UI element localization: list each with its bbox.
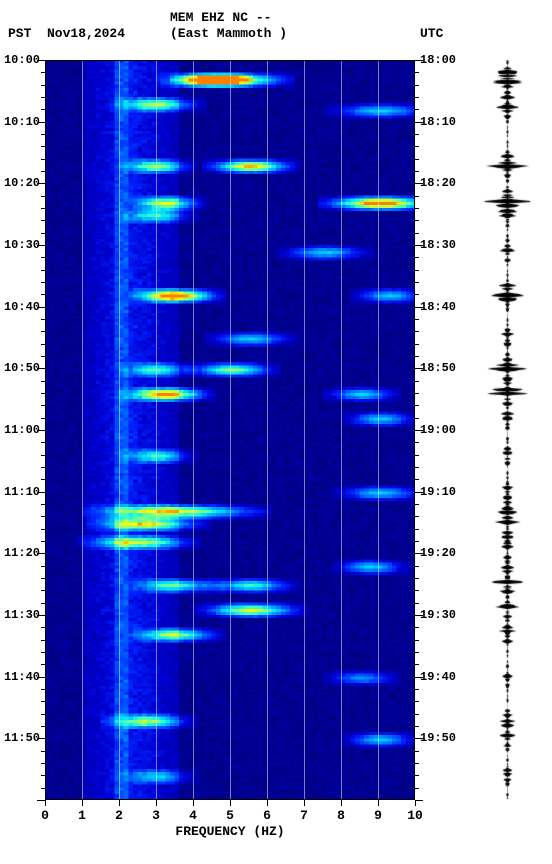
y-right-label: 19:30 [420, 608, 456, 622]
x-tick-label: 1 [78, 808, 86, 823]
y-right-label: 18:00 [420, 53, 456, 67]
y-left-label: 10:30 [4, 238, 40, 252]
y-left-label: 10:20 [4, 176, 40, 190]
x-axis: FREQUENCY (HZ) 012345678910 [45, 800, 415, 850]
x-tick-label: 10 [407, 808, 423, 823]
chart-header: MEM EHZ NC -- (East Mammoth ) PST Nov18,… [0, 0, 552, 40]
x-tick-label: 7 [300, 808, 308, 823]
spectrogram-plot [45, 60, 415, 800]
y-right-label: 18:50 [420, 361, 456, 375]
y-right-label: 19:40 [420, 670, 456, 684]
y-left-label: 11:50 [4, 731, 40, 745]
y-left-label: 11:40 [4, 670, 40, 684]
y-left-label: 11:00 [4, 423, 40, 437]
x-tick-label: 3 [152, 808, 160, 823]
x-tick-label: 4 [189, 808, 197, 823]
y-left-label: 10:40 [4, 300, 40, 314]
y-right-label: 19:00 [420, 423, 456, 437]
y-axis-right: 18:0018:1018:2018:3018:4018:5019:0019:10… [415, 60, 465, 800]
y-right-label: 19:10 [420, 485, 456, 499]
left-tz-date: PST Nov18,2024 [8, 26, 125, 41]
x-tick-label: 0 [41, 808, 49, 823]
x-tick-label: 2 [115, 808, 123, 823]
x-tick-label: 6 [263, 808, 271, 823]
wiggle-canvas [480, 60, 535, 800]
station-title-line1: MEM EHZ NC -- [170, 10, 271, 25]
station-title-line2: (East Mammoth ) [170, 26, 287, 41]
y-right-label: 19:50 [420, 731, 456, 745]
y-right-label: 18:30 [420, 238, 456, 252]
y-left-label: 10:00 [4, 53, 40, 67]
y-left-label: 11:10 [4, 485, 40, 499]
y-left-label: 11:20 [4, 546, 40, 560]
y-right-label: 18:20 [420, 176, 456, 190]
seismogram-wiggle [480, 60, 535, 800]
x-tick-label: 9 [374, 808, 382, 823]
x-tick-label: 8 [337, 808, 345, 823]
x-axis-title: FREQUENCY (HZ) [45, 824, 415, 839]
x-tick-label: 5 [226, 808, 234, 823]
y-right-label: 18:10 [420, 115, 456, 129]
y-left-label: 11:30 [4, 608, 40, 622]
y-axis-left: 10:0010:1010:2010:3010:4010:5011:0011:10… [0, 60, 45, 800]
y-left-label: 10:10 [4, 115, 40, 129]
right-tz: UTC [420, 26, 443, 41]
y-left-label: 10:50 [4, 361, 40, 375]
y-right-label: 18:40 [420, 300, 456, 314]
y-right-label: 19:20 [420, 546, 456, 560]
